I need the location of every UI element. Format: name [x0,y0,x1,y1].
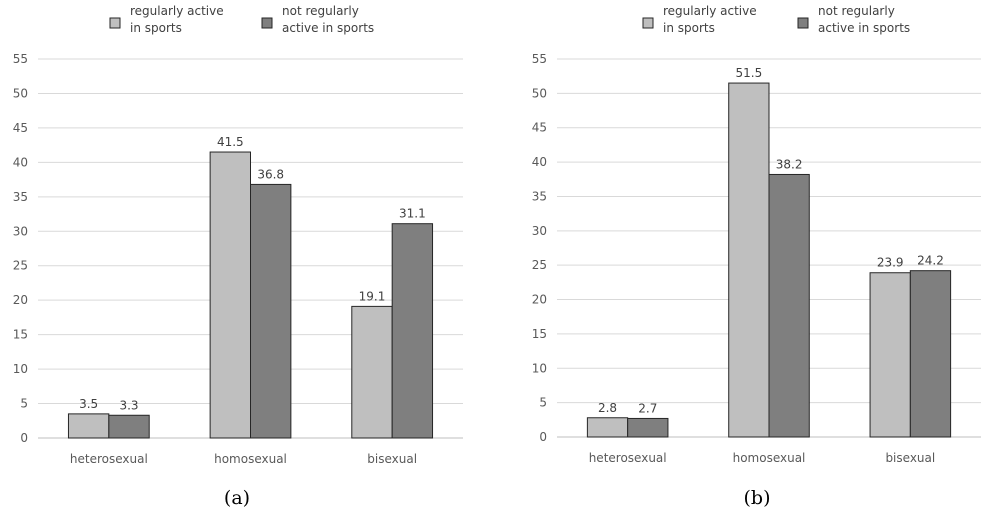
chart-a-ytick-5: 5 [20,397,28,411]
chart-a-data-label-heterosexual-not-regular: 3.3 [119,398,138,412]
chart-a-ytick-45: 45 [13,121,28,135]
chart-b-ytick-5: 5 [539,396,547,410]
chart-b-category-label-homosexual: homosexual [733,451,806,465]
chart-a-ytick-10: 10 [13,362,28,376]
chart-a-ytick-55: 55 [13,52,28,66]
chart-b-data-label-homosexual-regular: 51.5 [736,66,763,80]
chart-b-bar-heterosexual-not-regular [627,417,669,438]
chart-b-data-label-heterosexual-regular: 2.8 [598,401,617,415]
chart-a-data-label-homosexual-not-regular: 36.8 [257,167,284,181]
chart-a-ytick-40: 40 [13,155,28,169]
chart-b-bar-heterosexual-regular [586,417,629,438]
chart-b-bar-bisexual-not-regular [909,270,952,438]
chart-b-ytick-0: 0 [539,430,547,444]
chart-b-panel-label: (b) [744,487,771,509]
chart-b-ytick-55: 55 [532,52,547,66]
chart-b-legend-swatch-regular [642,17,654,29]
chart-a-bar-homosexual-not-regular [250,183,292,439]
chart-b-category-label-heterosexual: heterosexual [589,451,667,465]
chart-b-legend-label-not-regular: not regularly active in sports [818,4,910,35]
chart-a-category-label-heterosexual: heterosexual [70,452,148,466]
chart-a-panel-label: (a) [224,487,250,509]
chart-b-ytick-20: 20 [532,293,547,307]
chart-b-legend-swatch-not-regular [797,17,809,29]
chart-b-legend-label-regular: regularly active in sports [663,4,757,35]
chart-a-bar-homosexual-regular [209,151,251,439]
chart-b-ytick-15: 15 [532,327,547,341]
chart-a-category-label-bisexual: bisexual [367,452,417,466]
chart-b-data-label-heterosexual-not-regular: 2.7 [638,401,657,415]
chart-b-ytick-30: 30 [532,224,547,238]
chart-a-data-label-heterosexual-regular: 3.5 [79,397,98,411]
chart-b-data-label-bisexual-not-regular: 24.2 [917,254,944,268]
chart-a-bar-bisexual-regular [351,305,393,439]
chart-a-category-label-homosexual: homosexual [214,452,287,466]
chart-b-category-label-bisexual: bisexual [885,451,935,465]
chart-b-data-label-homosexual-not-regular: 38.2 [776,157,803,171]
chart-a-ytick-30: 30 [13,224,28,238]
chart-a-bar-bisexual-not-regular [391,223,434,439]
chart-a-ytick-20: 20 [13,293,28,307]
chart-b-ytick-35: 35 [532,189,547,203]
chart-a-legend-swatch-not-regular [261,17,273,29]
chart-a-legend-label-not-regular: not regularly active in sports [282,4,374,35]
chart-b-data-label-bisexual-regular: 23.9 [877,256,904,270]
chart-a-bar-heterosexual-not-regular [108,414,150,439]
chart-a-ytick-15: 15 [13,328,28,342]
chart-a-data-label-homosexual-regular: 41.5 [217,135,244,149]
chart-a-legend-swatch-regular [109,17,121,29]
chart-a-ytick-35: 35 [13,190,28,204]
chart-a-legend-label-regular: regularly active in sports [130,4,224,35]
chart-a-data-label-bisexual-regular: 19.1 [359,289,386,303]
chart-b-bar-bisexual-regular [869,272,911,438]
chart-a-data-label-bisexual-not-regular: 31.1 [399,207,426,221]
chart-b-bar-homosexual-not-regular [768,173,810,438]
chart-b-ytick-10: 10 [532,361,547,375]
chart-a-ytick-0: 0 [20,431,28,445]
chart-b-ytick-50: 50 [532,86,547,100]
chart-b-bar-homosexual-regular [728,82,770,438]
chart-b-ytick-25: 25 [532,258,547,272]
chart-a-ytick-25: 25 [13,259,28,273]
chart-b-ytick-40: 40 [532,155,547,169]
chart-a-ytick-50: 50 [13,86,28,100]
chart-b-ytick-45: 45 [532,121,547,135]
chart-a-bar-heterosexual-regular [67,413,110,439]
